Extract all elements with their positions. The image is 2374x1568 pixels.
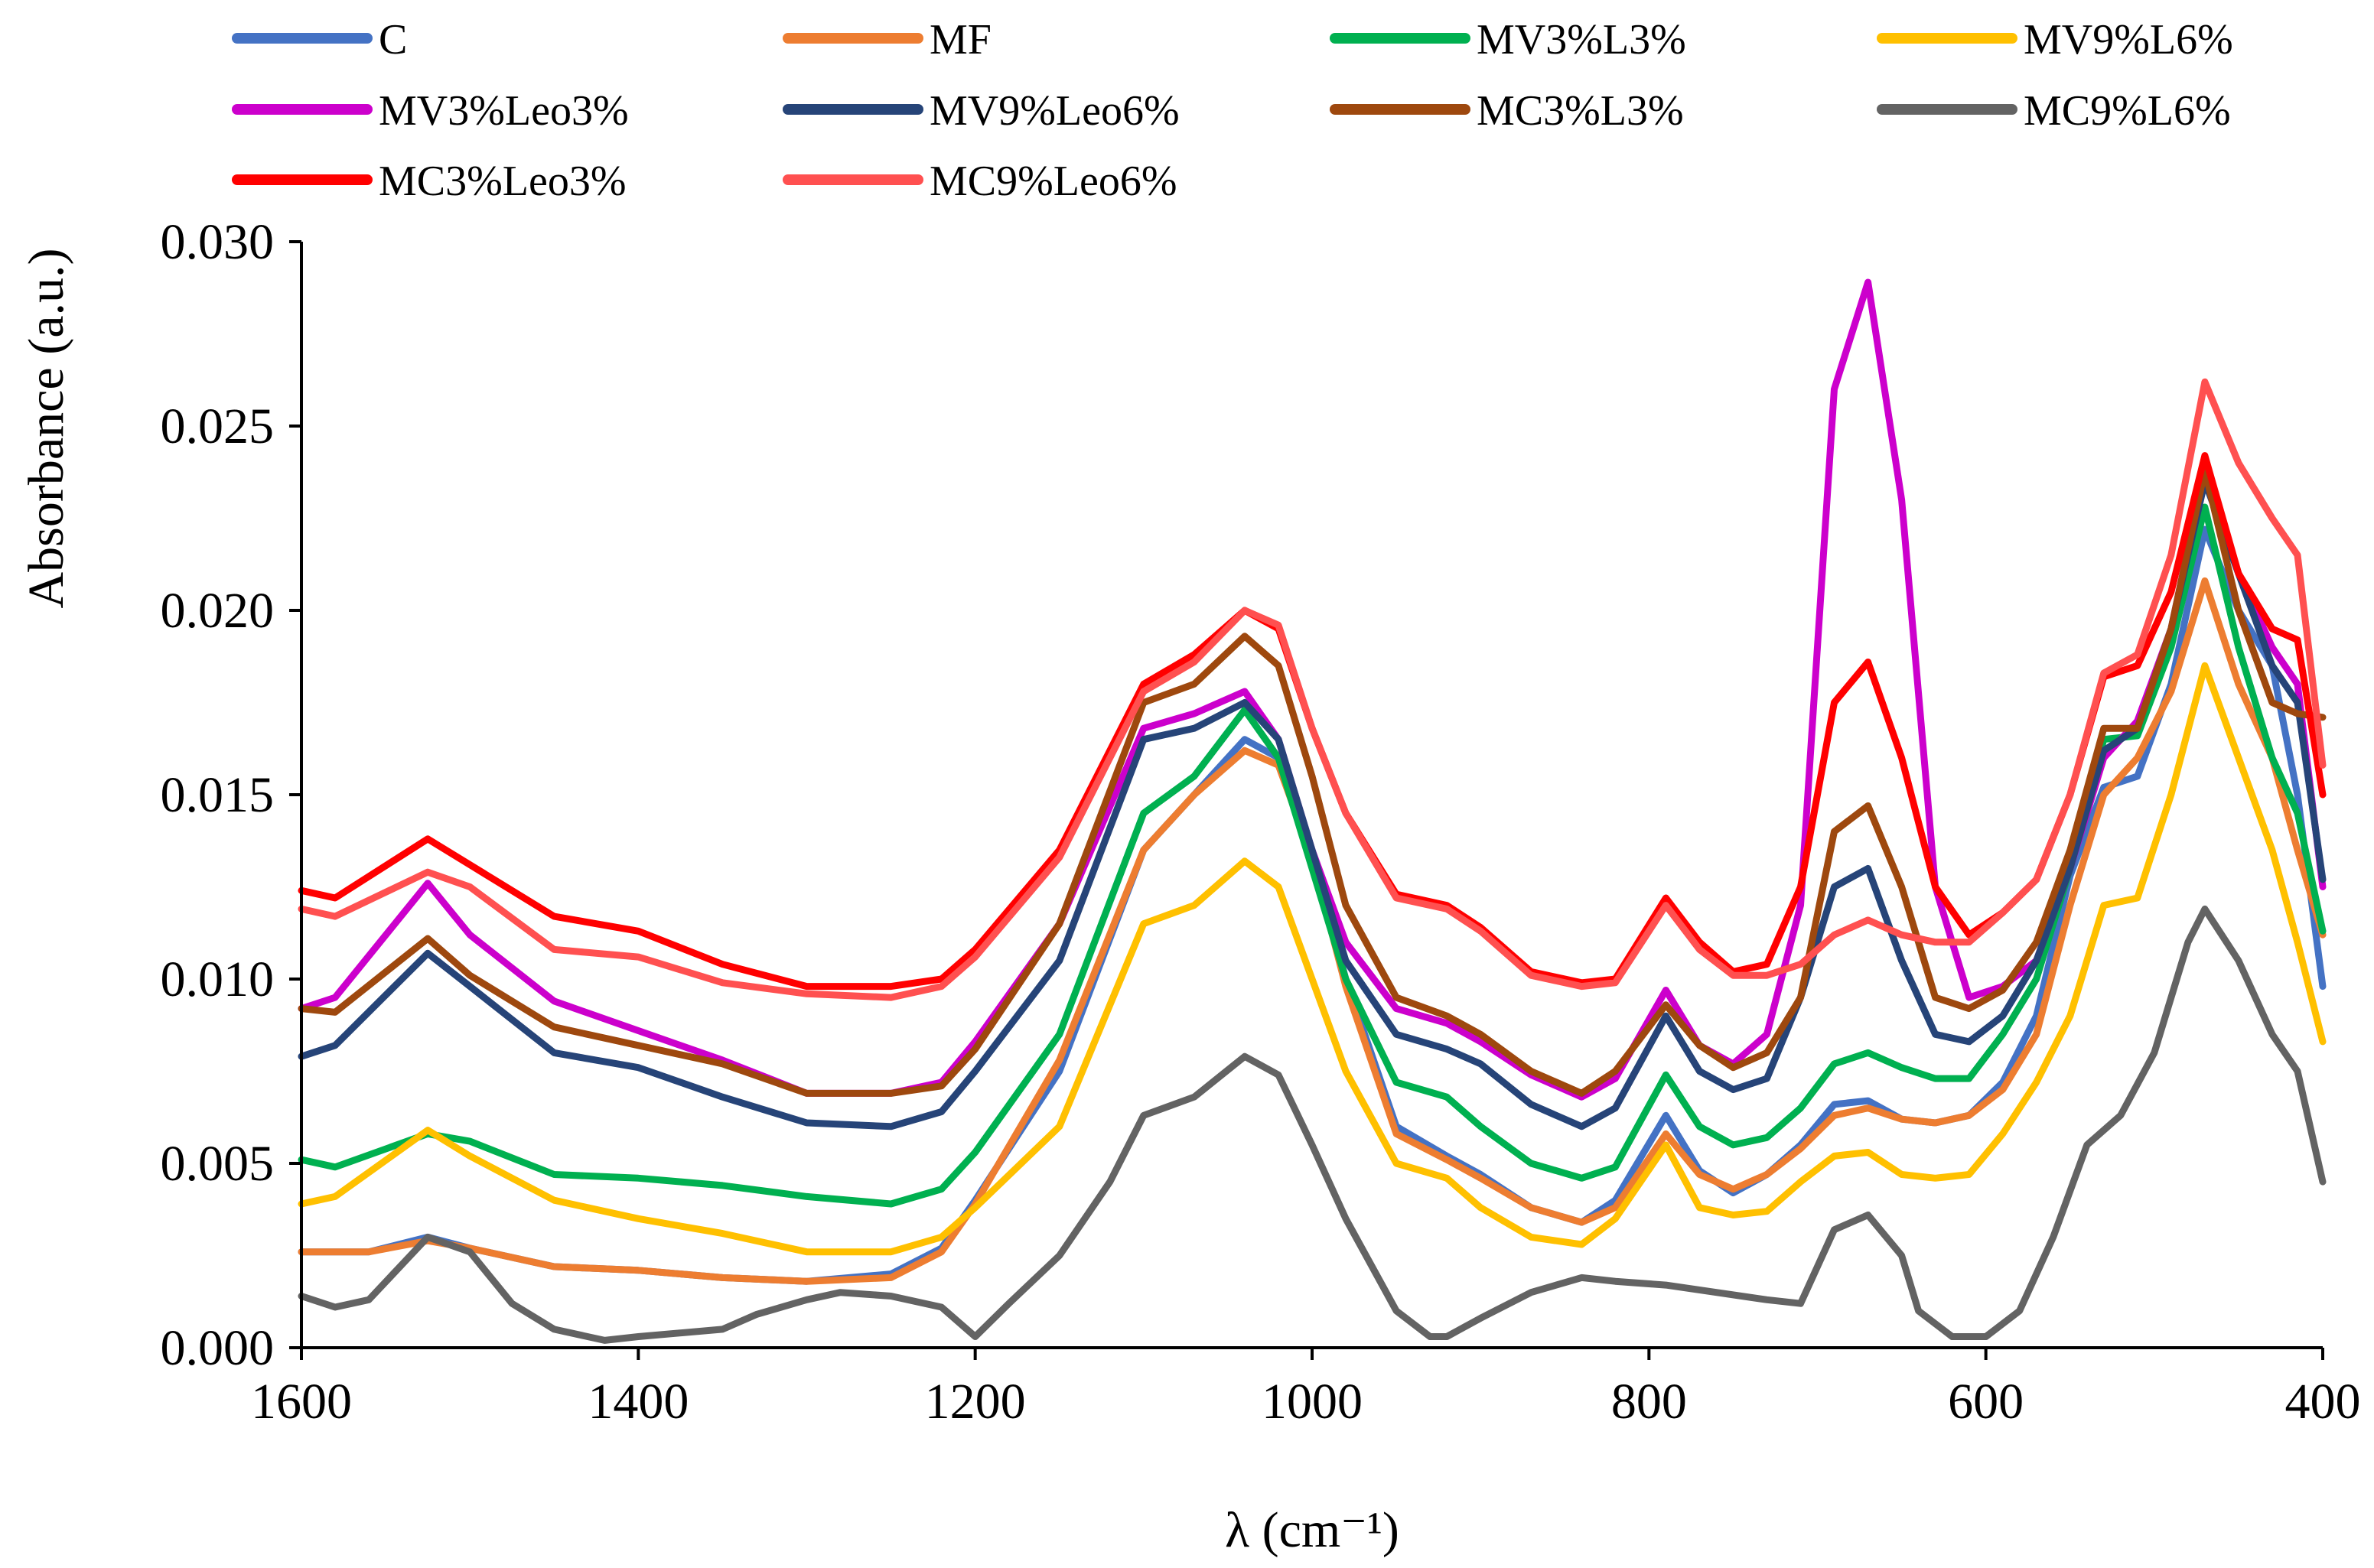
legend-label: C [379, 16, 407, 63]
x-tick-label: 1000 [1262, 1374, 1363, 1430]
series-line-1 [298, 577, 2327, 1285]
y-tick-label: 0.000 [161, 1320, 275, 1376]
legend-label: MF [930, 16, 992, 63]
legend-label: MC3%Leo3% [379, 158, 627, 205]
x-tick-label: 400 [2285, 1374, 2361, 1430]
series-line-6 [298, 467, 2327, 1097]
legend-label: MV9%Leo6% [930, 87, 1180, 135]
series-line-3 [298, 662, 2327, 1256]
y-tick-label: 0.005 [161, 1136, 275, 1192]
axis-ticks: 0.000 0.005 0.010 0.015 0.020 0.025 0.030 1600 1… [161, 214, 2361, 1430]
legend-item: MC3%L3% [1330, 87, 1684, 135]
series-line-9 [298, 378, 2327, 1001]
legend-item: MC9%L6% [1877, 87, 2231, 135]
x-tick-label: 1200 [925, 1374, 1026, 1430]
legend-item: C [232, 16, 407, 63]
legend-label: MC9%L6% [2024, 87, 2231, 135]
y-axis-title: Absorbance (a.u.) [18, 249, 74, 609]
series-line-0 [298, 525, 2327, 1285]
legend-label: MC3%L3% [1477, 87, 1684, 135]
x-axis-title: λ (cm⁻¹) [1225, 1502, 1399, 1558]
series-line-7 [298, 905, 2327, 1344]
x-tick-label: 600 [1948, 1374, 2024, 1430]
legend-item: MV3%Leo3% [232, 87, 629, 135]
y-tick-label: 0.020 [161, 583, 275, 639]
legend: C MF MV3%L3% MV9%L6% MV3%Leo3% MV9%Leo6% MC3%L… [232, 16, 2233, 205]
x-tick-label: 1400 [588, 1374, 689, 1430]
legend-item: MC9%Leo6% [783, 158, 1177, 205]
legend-label: MC9%Leo6% [930, 158, 1177, 205]
legend-label: MV3%L3% [1477, 16, 1686, 63]
legend-item: MV9%L6% [1877, 16, 2233, 63]
y-tick-label: 0.015 [161, 767, 275, 823]
legend-item: MV3%L3% [1330, 16, 1686, 63]
legend-item: MF [783, 16, 992, 63]
legend-label: MV3%Leo3% [379, 87, 629, 135]
legend-label: MV9%L6% [2024, 16, 2233, 63]
series-line-5 [298, 477, 2327, 1130]
legend-item: MC3%Leo3% [232, 158, 627, 205]
y-tick-label: 0.030 [161, 214, 275, 270]
y-tick-label: 0.010 [161, 952, 275, 1007]
x-tick-label: 800 [1611, 1374, 1687, 1430]
x-tick-label: 1600 [251, 1374, 352, 1430]
legend-item: MV9%Leo6% [783, 87, 1180, 135]
y-tick-label: 0.025 [161, 399, 275, 454]
series-lines [298, 278, 2327, 1344]
